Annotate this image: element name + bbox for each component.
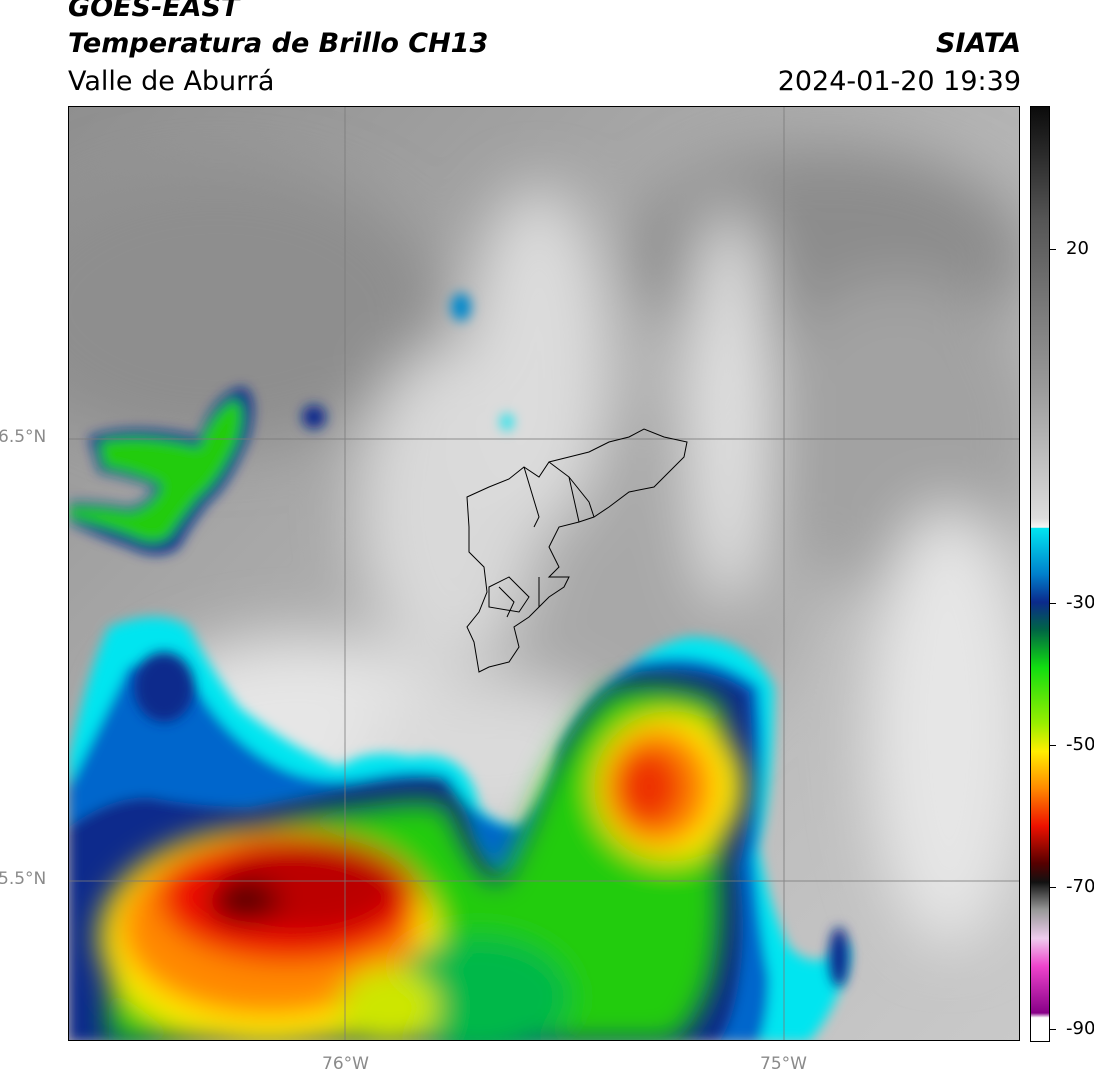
graticule xyxy=(69,107,1019,1040)
cbar-tick-m90 xyxy=(1050,1029,1056,1030)
lat-label-6-5: 6.5°N xyxy=(0,427,47,447)
satellite-title: GOES-EAST xyxy=(68,0,240,23)
brightness-temperature-field xyxy=(69,107,1019,1040)
lat-label-5-5: 5.5°N xyxy=(0,869,47,889)
colorbar-gradient xyxy=(1031,107,1049,1041)
cbar-tick-m70 xyxy=(1050,887,1056,888)
agency-label: SIATA xyxy=(935,28,1021,59)
cbar-label-m50: -50 xyxy=(1066,734,1094,755)
cbar-tick-20 xyxy=(1050,249,1056,250)
colorbar xyxy=(1030,106,1050,1042)
valley-boundary xyxy=(466,428,688,673)
cbar-label-m90: -90 xyxy=(1066,1018,1094,1039)
cbar-label-m30: -30 xyxy=(1066,592,1094,613)
cbar-tick-m50 xyxy=(1050,745,1056,746)
product-title: Temperatura de Brillo CH13 xyxy=(68,28,489,59)
cbar-tick-m30 xyxy=(1050,603,1056,604)
datetime-label: 2024-01-20 19:39 xyxy=(777,66,1021,97)
small-cells xyxy=(134,293,849,987)
lon-label-75w: 75°W xyxy=(760,1054,807,1074)
cbar-label-20: 20 xyxy=(1066,238,1089,259)
cloud-south-core xyxy=(99,686,744,1040)
cbar-label-m70: -70 xyxy=(1066,876,1094,897)
satellite-map xyxy=(68,106,1020,1041)
cloud-northwest xyxy=(69,387,253,555)
lon-label-76w: 76°W xyxy=(322,1054,369,1074)
region-subtitle: Valle de Aburrá xyxy=(68,66,275,97)
